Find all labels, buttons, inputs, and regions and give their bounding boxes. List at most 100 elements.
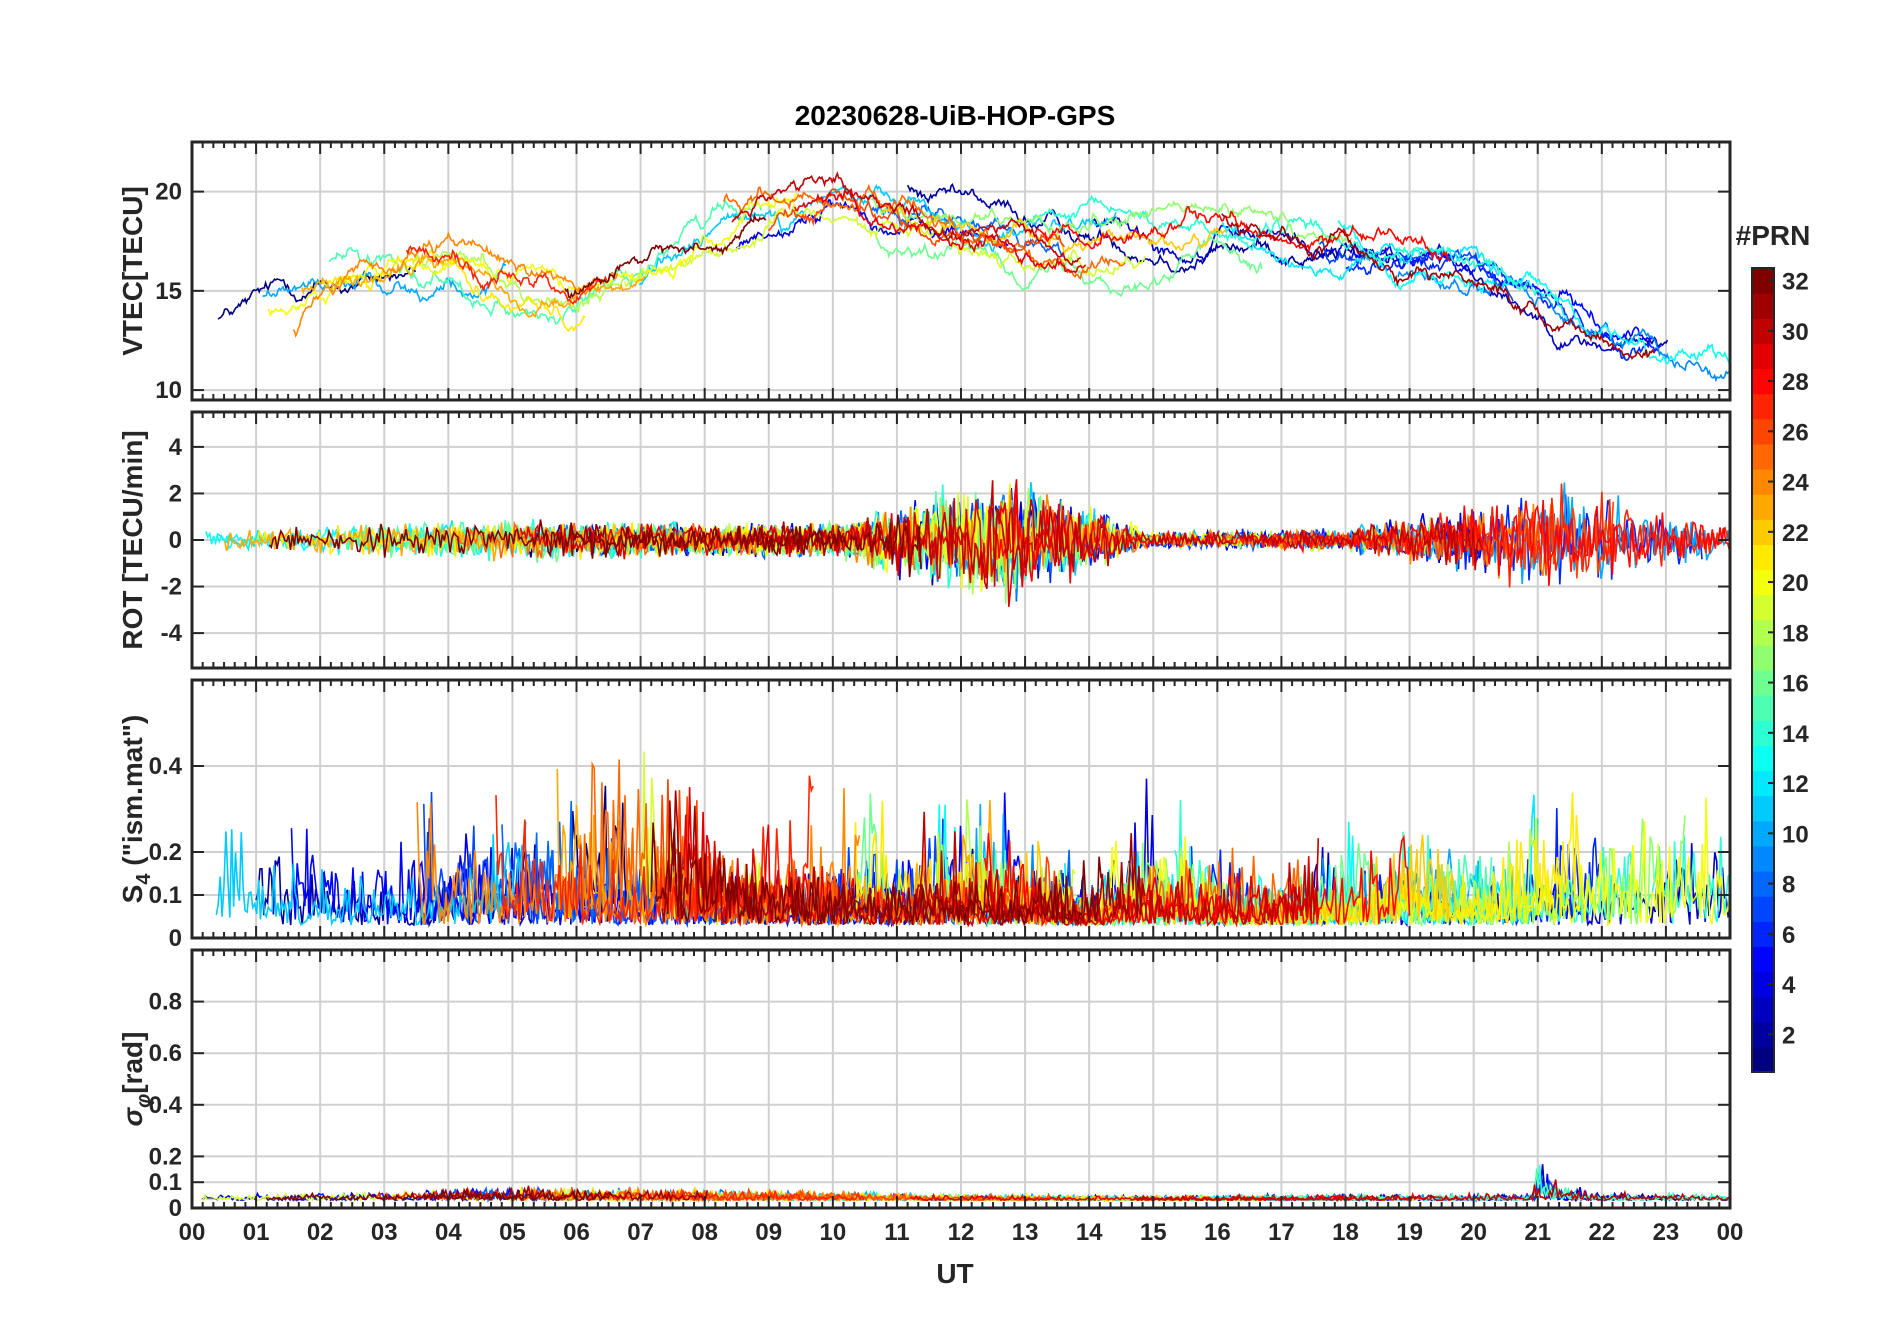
series-line-prn-11 — [638, 184, 1117, 286]
y-tick-label: 0.2 — [149, 1143, 182, 1170]
y-tick-label: 0.6 — [149, 1040, 182, 1067]
y-tick-label: 2 — [169, 480, 182, 507]
series-line-prn-28 — [992, 490, 1730, 586]
series-line-prn-28 — [1034, 206, 1451, 262]
y-axis-label-s4: S4 ("ism.mat") — [117, 715, 155, 904]
panel-s4: 0 0.1 0.2 0.4S4 ("ism.mat") — [117, 678, 1732, 952]
colorbar-segment — [1752, 871, 1774, 897]
colorbar-segment — [1752, 519, 1774, 545]
colorbar-segment — [1752, 770, 1774, 797]
series-line-prn-30 — [754, 480, 1484, 589]
y-tick-label: 0.1 — [149, 882, 182, 909]
y-label-sub: φ — [133, 1094, 155, 1108]
x-tick-label: 11 — [884, 1219, 909, 1246]
colorbar-segment — [1752, 418, 1774, 445]
colorbar-segment — [1752, 996, 1774, 1023]
colorbar-segment — [1752, 946, 1774, 973]
x-tick-label: 00 — [1717, 1219, 1744, 1246]
colorbar-tick-label: 24 — [1782, 470, 1809, 497]
colorbar-tick-label: 4 — [1782, 972, 1796, 999]
series-line-prn-29 — [794, 188, 1087, 274]
x-tick-label: 10 — [819, 1219, 846, 1246]
x-tick-label: 05 — [499, 1219, 526, 1246]
x-tick-label: 06 — [563, 1219, 590, 1246]
panel-vtec: 10 15 20 VTEC[TECU] — [117, 140, 1732, 404]
x-tick-label: 16 — [1204, 1219, 1231, 1246]
colorbar-frame — [1751, 267, 1775, 1073]
series-line-prn-30 — [731, 171, 1081, 267]
colorbar-segment — [1752, 443, 1774, 470]
series-line-prn-10 — [262, 262, 507, 303]
x-axis-label: UT — [936, 1258, 973, 1289]
colorbar-segment — [1752, 720, 1774, 746]
series-line-prn-32 — [650, 822, 1102, 928]
panel-sigma_phi: 00.10.2 0.4 0.6 0.8 σφ[rad] — [117, 948, 1732, 1222]
x-minor-ticks-vtec — [191, 142, 1731, 400]
colorbar-tick-label: 32 — [1782, 269, 1809, 296]
series-line-prn-20 — [1095, 797, 1730, 928]
colorbar-tick-label: 20 — [1782, 570, 1809, 597]
x-minor-ticks-s4 — [191, 680, 1731, 938]
y-tick-label: 10 — [155, 377, 182, 404]
colorbar-segment — [1752, 293, 1774, 319]
colorbar-tick-label: 26 — [1782, 419, 1809, 446]
y-tick-label: 0.4 — [149, 753, 183, 780]
y-tick-label: -4 — [161, 620, 183, 647]
y-tick-label: -2 — [161, 574, 182, 601]
y-label-main: S — [117, 885, 148, 904]
series-line-prn-32 — [268, 514, 922, 578]
colorbar-segment — [1752, 619, 1774, 646]
x-minor-ticks-sigma_phi — [191, 950, 1731, 1208]
x-tick-label: 09 — [755, 1219, 782, 1246]
x-tick-label: 23 — [1653, 1219, 1680, 1246]
x-tick-label: 21 — [1524, 1219, 1551, 1246]
series-line-prn-32 — [265, 1187, 613, 1203]
y-axis-label-rot: ROT [TECU/min] — [117, 430, 148, 649]
colorbar-segment — [1752, 343, 1774, 370]
x-tick-label: 18 — [1332, 1219, 1359, 1246]
x-tick-label: 12 — [948, 1219, 975, 1246]
y-tick-label: 0.2 — [149, 839, 182, 866]
colorbar-segment — [1752, 896, 1774, 922]
y-tick-label: 20 — [155, 179, 182, 206]
x-tick-label: 04 — [435, 1219, 462, 1246]
colorbar-segment — [1752, 268, 1774, 294]
colorbar-tick-label: 10 — [1782, 821, 1809, 848]
y-tick-label: 0 — [169, 527, 182, 554]
x-tick-label: 03 — [371, 1219, 398, 1246]
x-tick-label: 15 — [1140, 1219, 1167, 1246]
colorbar-label: #PRN — [1736, 220, 1811, 251]
colorbar-segment — [1752, 368, 1774, 395]
x-tick-label: 13 — [1012, 1219, 1039, 1246]
y-tick-label: 0 — [169, 925, 182, 952]
colorbar-segment — [1752, 1021, 1774, 1048]
y-tick-label: 0 — [169, 1195, 182, 1222]
y-label-rest: [rad] — [117, 1032, 148, 1094]
x-tick-label: 22 — [1588, 1219, 1615, 1246]
series-line-prn-25 — [723, 183, 1126, 281]
series-sigma_phi — [200, 1164, 1730, 1204]
colorbar-segment — [1752, 393, 1774, 420]
series-line-prn-18 — [410, 250, 630, 313]
colorbar-tick-label: 6 — [1782, 922, 1795, 949]
colorbar-tick-label: 8 — [1782, 872, 1795, 899]
x-tick-label: 20 — [1460, 1219, 1487, 1246]
y-axis-label-sigma_phi: σφ[rad] — [117, 1032, 155, 1127]
colorbar-segment — [1752, 594, 1774, 621]
colorbar-segment — [1752, 544, 1774, 571]
colorbar-segment — [1752, 494, 1774, 520]
colorbar-tick-label: 28 — [1782, 369, 1809, 396]
x-minor-ticks-rot — [191, 412, 1731, 668]
series-vtec — [217, 171, 1730, 383]
y-axis-label-vtec: VTEC[TECU] — [117, 186, 148, 356]
series-line-prn-31 — [422, 1185, 708, 1204]
x-tick-label: 07 — [627, 1219, 654, 1246]
series-line-prn-30 — [1136, 1179, 1730, 1203]
colorbar-segment — [1752, 469, 1774, 495]
series-line-prn-27 — [405, 245, 608, 305]
series-line-prn-9 — [1397, 268, 1730, 383]
series-line-prn-31 — [1221, 213, 1656, 360]
colorbar-segment — [1752, 921, 1774, 947]
